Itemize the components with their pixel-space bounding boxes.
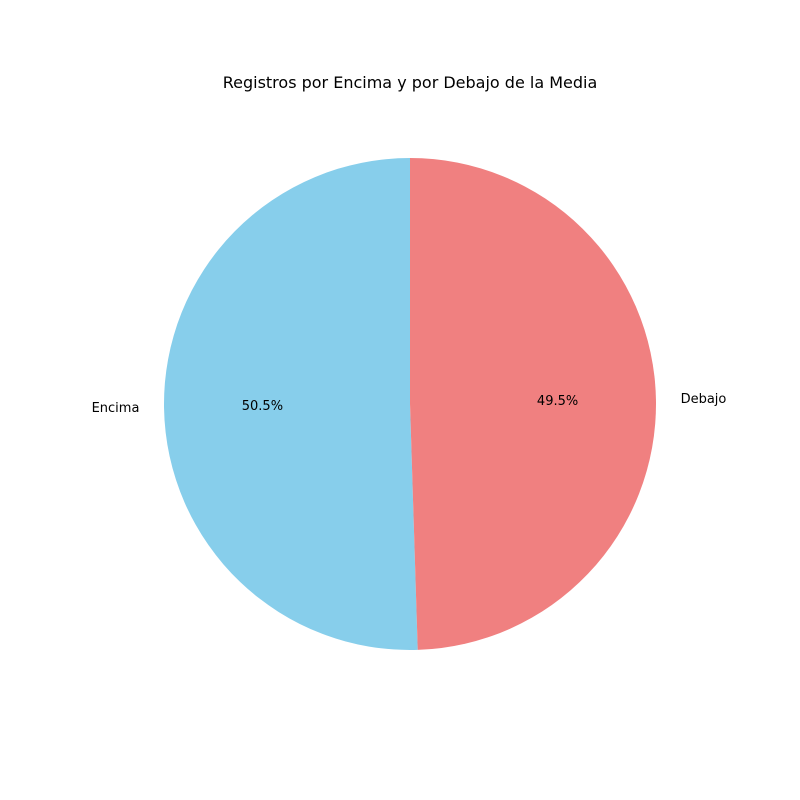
pie-labels: Encima 50.5% Debajo 49.5%	[92, 392, 727, 416]
slice-label-encima: Encima	[92, 401, 140, 416]
slice-percent-debajo: 49.5%	[537, 394, 578, 409]
slice-percent-encima: 50.5%	[242, 399, 283, 414]
pie-slice-debajo	[410, 158, 656, 650]
pie-slices	[163, 158, 656, 651]
slice-label-debajo: Debajo	[681, 392, 727, 407]
chart-title: Registros por Encima y por Debajo de la …	[223, 73, 598, 92]
pie-slice-encima	[163, 158, 418, 651]
